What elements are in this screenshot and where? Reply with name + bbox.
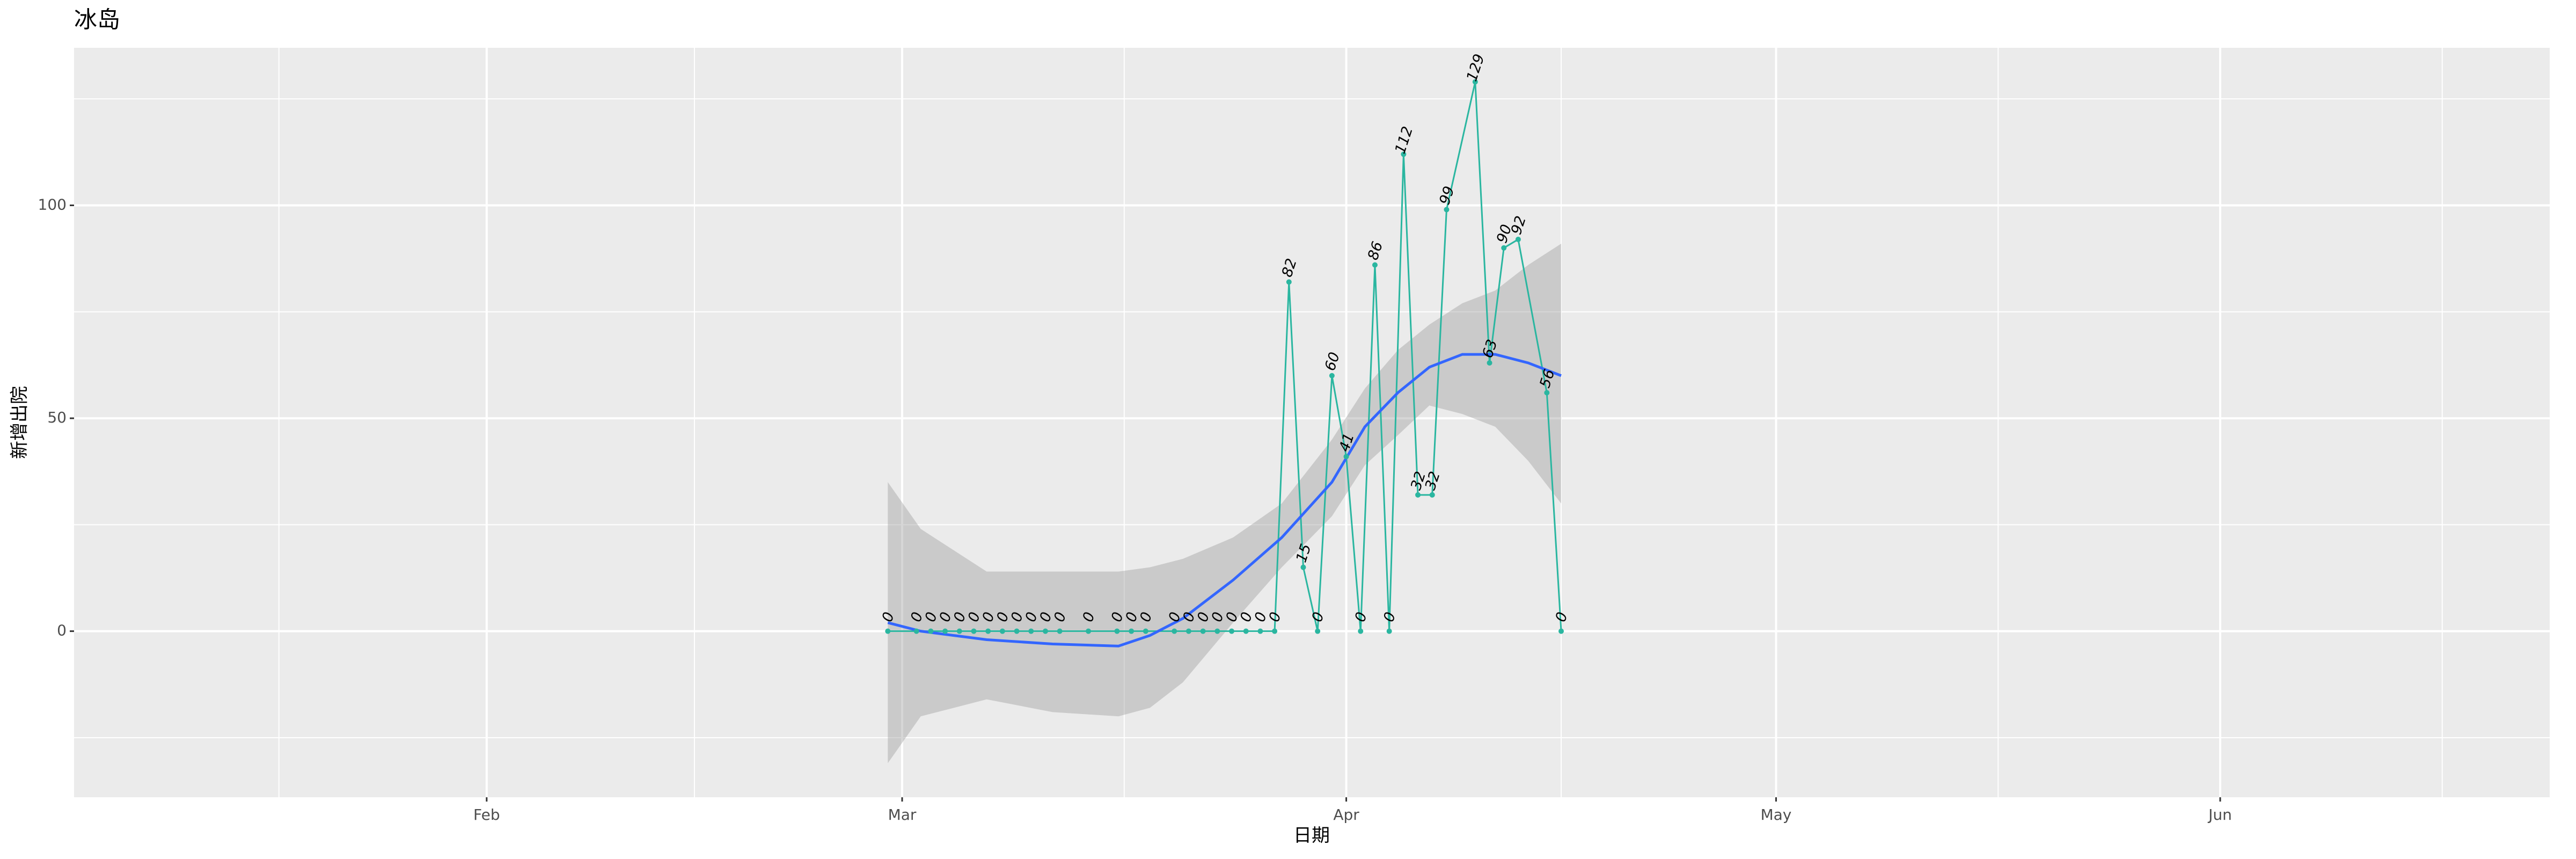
x-tick-label: Mar xyxy=(888,806,917,824)
point xyxy=(1515,236,1521,242)
x-tick-label: Jun xyxy=(2207,806,2232,824)
point xyxy=(942,628,948,634)
point xyxy=(1243,628,1249,634)
point xyxy=(928,628,934,634)
confidence-band xyxy=(888,243,1562,763)
point xyxy=(1014,628,1020,634)
point xyxy=(1429,492,1435,498)
point xyxy=(1185,628,1191,634)
point xyxy=(999,628,1005,634)
point xyxy=(1358,628,1364,634)
point xyxy=(1343,454,1349,460)
point xyxy=(1300,564,1306,570)
point xyxy=(1272,628,1278,634)
point xyxy=(1200,628,1206,634)
point xyxy=(1257,628,1263,634)
point xyxy=(1057,628,1063,634)
point xyxy=(985,628,991,634)
x-tick-label: Apr xyxy=(1333,806,1359,824)
point xyxy=(1558,628,1564,634)
smooth-line xyxy=(887,353,1562,647)
y-tick-label: 50 xyxy=(47,409,67,426)
point xyxy=(1472,79,1478,85)
point xyxy=(1372,262,1378,268)
point xyxy=(1415,492,1421,498)
point xyxy=(1028,628,1034,634)
point xyxy=(1401,151,1407,157)
point xyxy=(1229,628,1235,634)
point xyxy=(913,628,919,634)
point xyxy=(1501,245,1507,251)
point xyxy=(1286,279,1292,285)
point xyxy=(1544,390,1550,396)
point xyxy=(1129,628,1135,634)
point xyxy=(1386,628,1392,634)
y-axis-title: 新增出院 xyxy=(9,386,31,459)
y-tick-label: 100 xyxy=(38,195,67,213)
point xyxy=(956,628,962,634)
point xyxy=(1143,628,1148,634)
panel xyxy=(74,48,2550,797)
x-tick-label: May xyxy=(1760,806,1791,824)
point xyxy=(1487,360,1492,366)
point xyxy=(1086,628,1092,634)
point xyxy=(1444,207,1450,213)
point xyxy=(1315,628,1321,634)
x-axis-title: 日期 xyxy=(1293,825,1330,847)
point xyxy=(1114,628,1120,634)
point xyxy=(971,628,977,634)
chart-title: 冰岛 xyxy=(74,7,120,34)
point xyxy=(885,628,891,634)
x-tick-label: Feb xyxy=(473,806,500,824)
y-tick-label: 0 xyxy=(57,622,67,639)
point xyxy=(1329,373,1335,378)
point xyxy=(1042,628,1048,634)
point xyxy=(1214,628,1220,634)
point xyxy=(1172,628,1177,634)
